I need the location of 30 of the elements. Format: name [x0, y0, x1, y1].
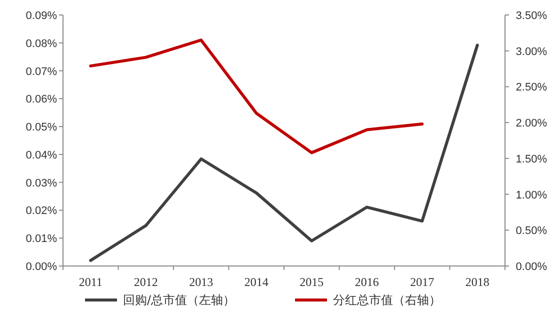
y-tick-label: 0.00%: [26, 261, 58, 273]
y-tick-label: 0.06%: [26, 94, 58, 106]
legend-label: 分红总市值（右轴）: [333, 293, 441, 307]
y2-tick-label: 1.00%: [516, 189, 548, 202]
y2-tick-label: 2.50%: [516, 82, 548, 94]
x-tick-label: 2014: [244, 275, 268, 289]
y-tick-label: 0.03%: [26, 177, 58, 190]
x-tick-label: 2017: [410, 275, 434, 289]
y-tick-label: 0.07%: [26, 66, 58, 78]
x-tick-label: 2015: [300, 275, 324, 289]
x-tick-label: 2016: [354, 275, 379, 289]
line-series: [89, 38, 424, 154]
y-tick-label: 0.09%: [26, 10, 58, 22]
x-tick-label: 2013: [189, 275, 214, 289]
y2-tick-label: 1.50%: [516, 153, 548, 166]
y-tick-label: 0.01%: [26, 233, 58, 246]
x-tick-label: 2012: [134, 275, 158, 289]
y-tick-label: 0.04%: [26, 149, 58, 162]
x-tick-label: 2011: [78, 275, 102, 289]
y-tick-label: 0.05%: [26, 122, 58, 134]
y-tick-label: 0.08%: [26, 38, 58, 50]
x-tick-label: 2018: [465, 275, 490, 289]
y2-tick-label: 2.00%: [516, 118, 548, 130]
y2-tick-label: 0.50%: [516, 225, 548, 238]
legend-label: 回购/总市值（左轴）: [123, 293, 236, 307]
y-tick-label: 0.02%: [26, 205, 58, 218]
y2-tick-label: 3.00%: [516, 46, 548, 58]
y2-tick-label: 0.00%: [516, 261, 548, 273]
y2-tick-label: 3.50%: [516, 10, 548, 22]
line-series: [89, 44, 479, 262]
